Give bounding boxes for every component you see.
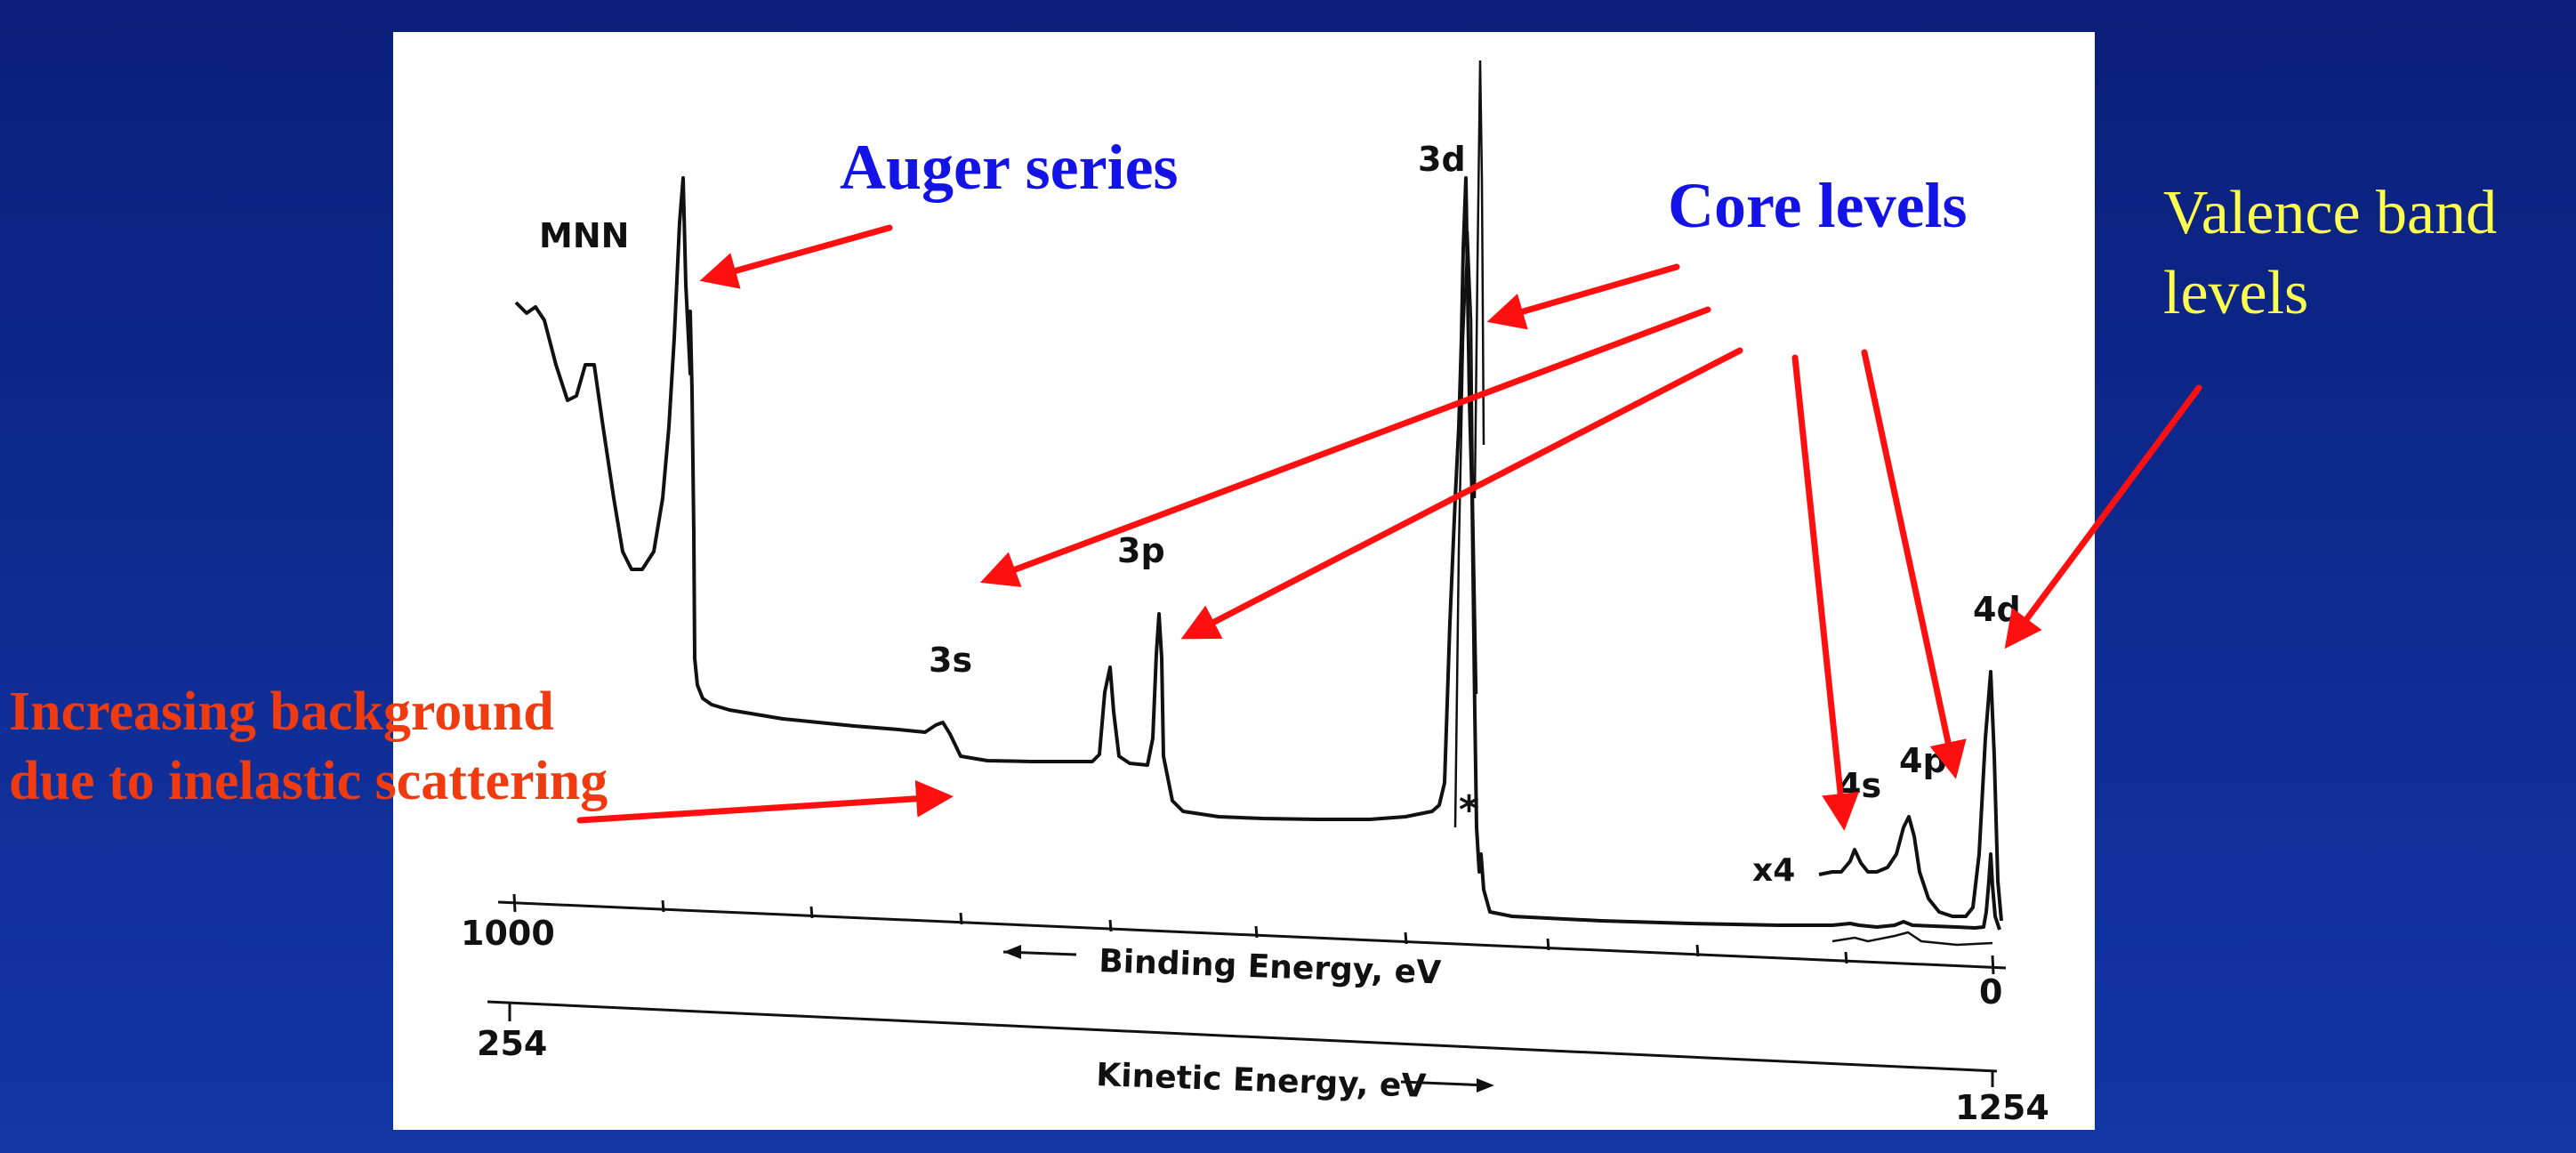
kinetic-left-tick: 254 (477, 1024, 547, 1063)
peak-label-4p: 4p (1899, 741, 1947, 780)
arrow-core-3p (1180, 347, 1743, 640)
core-levels-title: Core levels (1668, 170, 1968, 241)
peak-label-4s: 4s (1838, 766, 1881, 805)
annotation-arrows (576, 224, 2202, 831)
peak-label-4d: 4d (1973, 590, 2021, 629)
binding-energy-label: Binding Energy, eV (1099, 943, 1442, 991)
peak-label-3s: 3s (929, 641, 972, 680)
binding-direction-arrow (1002, 945, 1077, 959)
binding-left-tick: 1000 (461, 914, 555, 953)
arrow-background (576, 779, 954, 824)
binding-energy-axis (497, 893, 2007, 975)
background-title-line2: due to inelastic scattering (9, 751, 608, 811)
arrow-core-4p (1861, 349, 1967, 779)
x4-magnified-trace (1818, 670, 2003, 922)
spectrum-trace-3d-top (1473, 60, 1485, 499)
auger-series-title: Auger series (840, 132, 1179, 203)
peak-label-3d: 3d (1418, 140, 1466, 179)
arrow-core-3d (1486, 263, 1680, 330)
kinetic-direction-arrow (1400, 1078, 1494, 1093)
spectrum-trace (514, 176, 2001, 931)
arrow-valence (2004, 384, 2202, 649)
arrow-auger (699, 224, 893, 289)
arrow-core-3s (979, 306, 1711, 587)
satellite-star: * (1459, 787, 1479, 833)
binding-right-tick: 0 (1979, 972, 2002, 1012)
spectrum-panel (393, 32, 2095, 1130)
valence-title-line1: Valence band (2163, 179, 2497, 247)
kinetic-energy-label: Kinetic Energy, eV (1096, 1057, 1427, 1105)
kinetic-energy-axis (487, 1000, 1998, 1087)
arrow-core-4s (1791, 354, 1859, 831)
background-title-line1: Increasing background (9, 681, 554, 742)
spectrum-trace-3d-echo (1453, 230, 1478, 828)
kinetic-right-tick: 1254 (1955, 1088, 2049, 1127)
magnification-label: x4 (1752, 852, 1795, 889)
baseline-bumps (1831, 931, 1993, 947)
valence-title-line2: levels (2163, 259, 2308, 327)
peak-label-mnn: MNN (539, 216, 629, 255)
peak-label-3p: 3p (1117, 531, 1165, 570)
